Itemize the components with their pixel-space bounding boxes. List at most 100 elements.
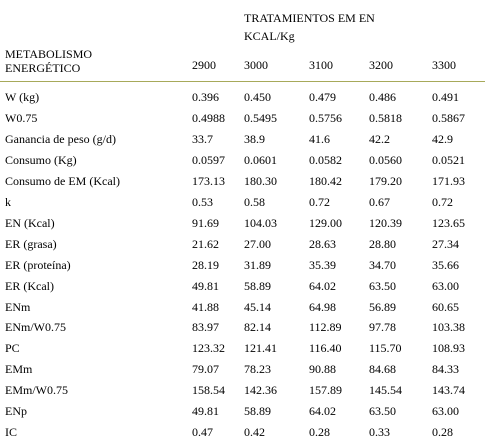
row-header: METABOLISMO ENERGÉTICO [5, 47, 93, 75]
row-label: Ganancia de peso (g/d) [5, 131, 116, 146]
cell-value: 42.2 [369, 131, 390, 146]
cell-value: 41.6 [309, 131, 330, 146]
cell-value: 0.491 [432, 90, 459, 104]
row-label: IC [5, 425, 17, 440]
cell-value: 27.34 [432, 236, 459, 251]
cell-value: 0.5818 [369, 110, 402, 125]
row-label: EN (Kcal) [5, 215, 55, 230]
cell-value: 104.03 [244, 215, 277, 230]
row-label: ENm [5, 299, 31, 314]
cell-value: 0.0521 [432, 152, 465, 167]
header-rule [0, 81, 190, 82]
row-label: W0.75 [5, 110, 38, 125]
cell-value: 41.88 [192, 299, 219, 314]
row-label: W (kg) [5, 90, 40, 104]
cell-value: 63.00 [432, 404, 459, 419]
cell-value: 45.14 [244, 299, 271, 314]
row-label: PC [5, 341, 20, 356]
cell-value: 123.32 [192, 341, 225, 356]
cell-value: 0.72 [432, 194, 453, 209]
cell-value: 0.28 [432, 425, 453, 440]
cell-value: 83.97 [192, 320, 219, 335]
cell-value: 49.81 [192, 278, 219, 293]
cell-value: 0.47 [192, 425, 213, 440]
header-rule [190, 81, 485, 82]
column-header: 3300 [432, 58, 456, 72]
cell-value: 0.0560 [369, 152, 402, 167]
cell-value: 35.66 [432, 257, 459, 272]
row-label: ER (grasa) [5, 236, 57, 251]
row-label: EMm/W0.75 [5, 383, 68, 398]
cell-value: 84.68 [369, 362, 396, 377]
cell-value: 79.07 [192, 362, 219, 377]
column-header: 2900 [192, 58, 216, 72]
cell-value: 82.14 [244, 320, 271, 335]
cell-value: 0.0601 [244, 152, 277, 167]
cell-value: 123.65 [432, 215, 465, 230]
cell-value: 0.53 [192, 194, 213, 209]
cell-value: 0.67 [369, 194, 390, 209]
cell-value: 0.5495 [244, 110, 277, 125]
cell-value: 0.0597 [192, 152, 225, 167]
cell-value: 180.30 [244, 173, 277, 188]
cell-value: 157.89 [309, 383, 342, 398]
group-header: TRATAMIENTOS EM EN KCAL/Kg [244, 11, 375, 43]
cell-value: 115.70 [369, 341, 402, 356]
cell-value: 58.89 [244, 278, 271, 293]
cell-value: 0.4988 [192, 110, 225, 125]
cell-value: 171.93 [432, 173, 465, 188]
row-label: EMm [5, 362, 33, 377]
cell-value: 0.42 [244, 425, 265, 440]
cell-value: 0.28 [309, 425, 330, 440]
cell-value: 0.450 [244, 90, 271, 104]
row-label: ENm/W0.75 [5, 320, 66, 335]
cell-value: 27.00 [244, 236, 271, 251]
cell-value: 180.42 [309, 173, 342, 188]
cell-value: 78.23 [244, 362, 271, 377]
cell-value: 64.98 [309, 299, 336, 314]
cell-value: 173.13 [192, 173, 225, 188]
cell-value: 0.396 [192, 90, 219, 104]
cell-value: 108.93 [432, 341, 465, 356]
cell-value: 0.486 [369, 90, 396, 104]
cell-value: 63.50 [369, 404, 396, 419]
cell-value: 49.81 [192, 404, 219, 419]
cell-value: 112.89 [309, 320, 342, 335]
cell-value: 129.00 [309, 215, 342, 230]
cell-value: 35.39 [309, 257, 336, 272]
cell-value: 58.89 [244, 404, 271, 419]
cell-value: 91.69 [192, 215, 219, 230]
cell-value: 0.5867 [432, 110, 465, 125]
cell-value: 158.54 [192, 383, 225, 398]
cell-value: 64.02 [309, 278, 336, 293]
cell-value: 28.63 [309, 236, 336, 251]
cell-value: 90.88 [309, 362, 336, 377]
cell-value: 63.50 [369, 278, 396, 293]
column-header: 3200 [369, 58, 393, 72]
column-header: 3000 [244, 58, 268, 72]
cell-value: 60.65 [432, 299, 459, 314]
cell-value: 63.00 [432, 278, 459, 293]
row-label: ER (Kcal) [5, 278, 54, 293]
column-header: 3100 [309, 58, 333, 72]
cell-value: 0.0582 [309, 152, 342, 167]
cell-value: 121.41 [244, 341, 277, 356]
cell-value: 0.72 [309, 194, 330, 209]
cell-value: 0.58 [244, 194, 265, 209]
cell-value: 34.70 [369, 257, 396, 272]
cell-value: 56.89 [369, 299, 396, 314]
cell-value: 0.479 [309, 90, 336, 104]
row-label: ENp [5, 404, 27, 419]
cell-value: 64.02 [309, 404, 336, 419]
cell-value: 97.78 [369, 320, 396, 335]
cell-value: 28.19 [192, 257, 219, 272]
cell-value: 142.36 [244, 383, 277, 398]
cell-value: 120.39 [369, 215, 402, 230]
cell-value: 143.74 [432, 383, 465, 398]
cell-value: 42.9 [432, 131, 453, 146]
row-label: k [5, 194, 11, 209]
cell-value: 116.40 [309, 341, 342, 356]
row-label: Consumo de EM (Kcal) [5, 173, 120, 188]
row-label: ER (proteína) [5, 257, 71, 272]
